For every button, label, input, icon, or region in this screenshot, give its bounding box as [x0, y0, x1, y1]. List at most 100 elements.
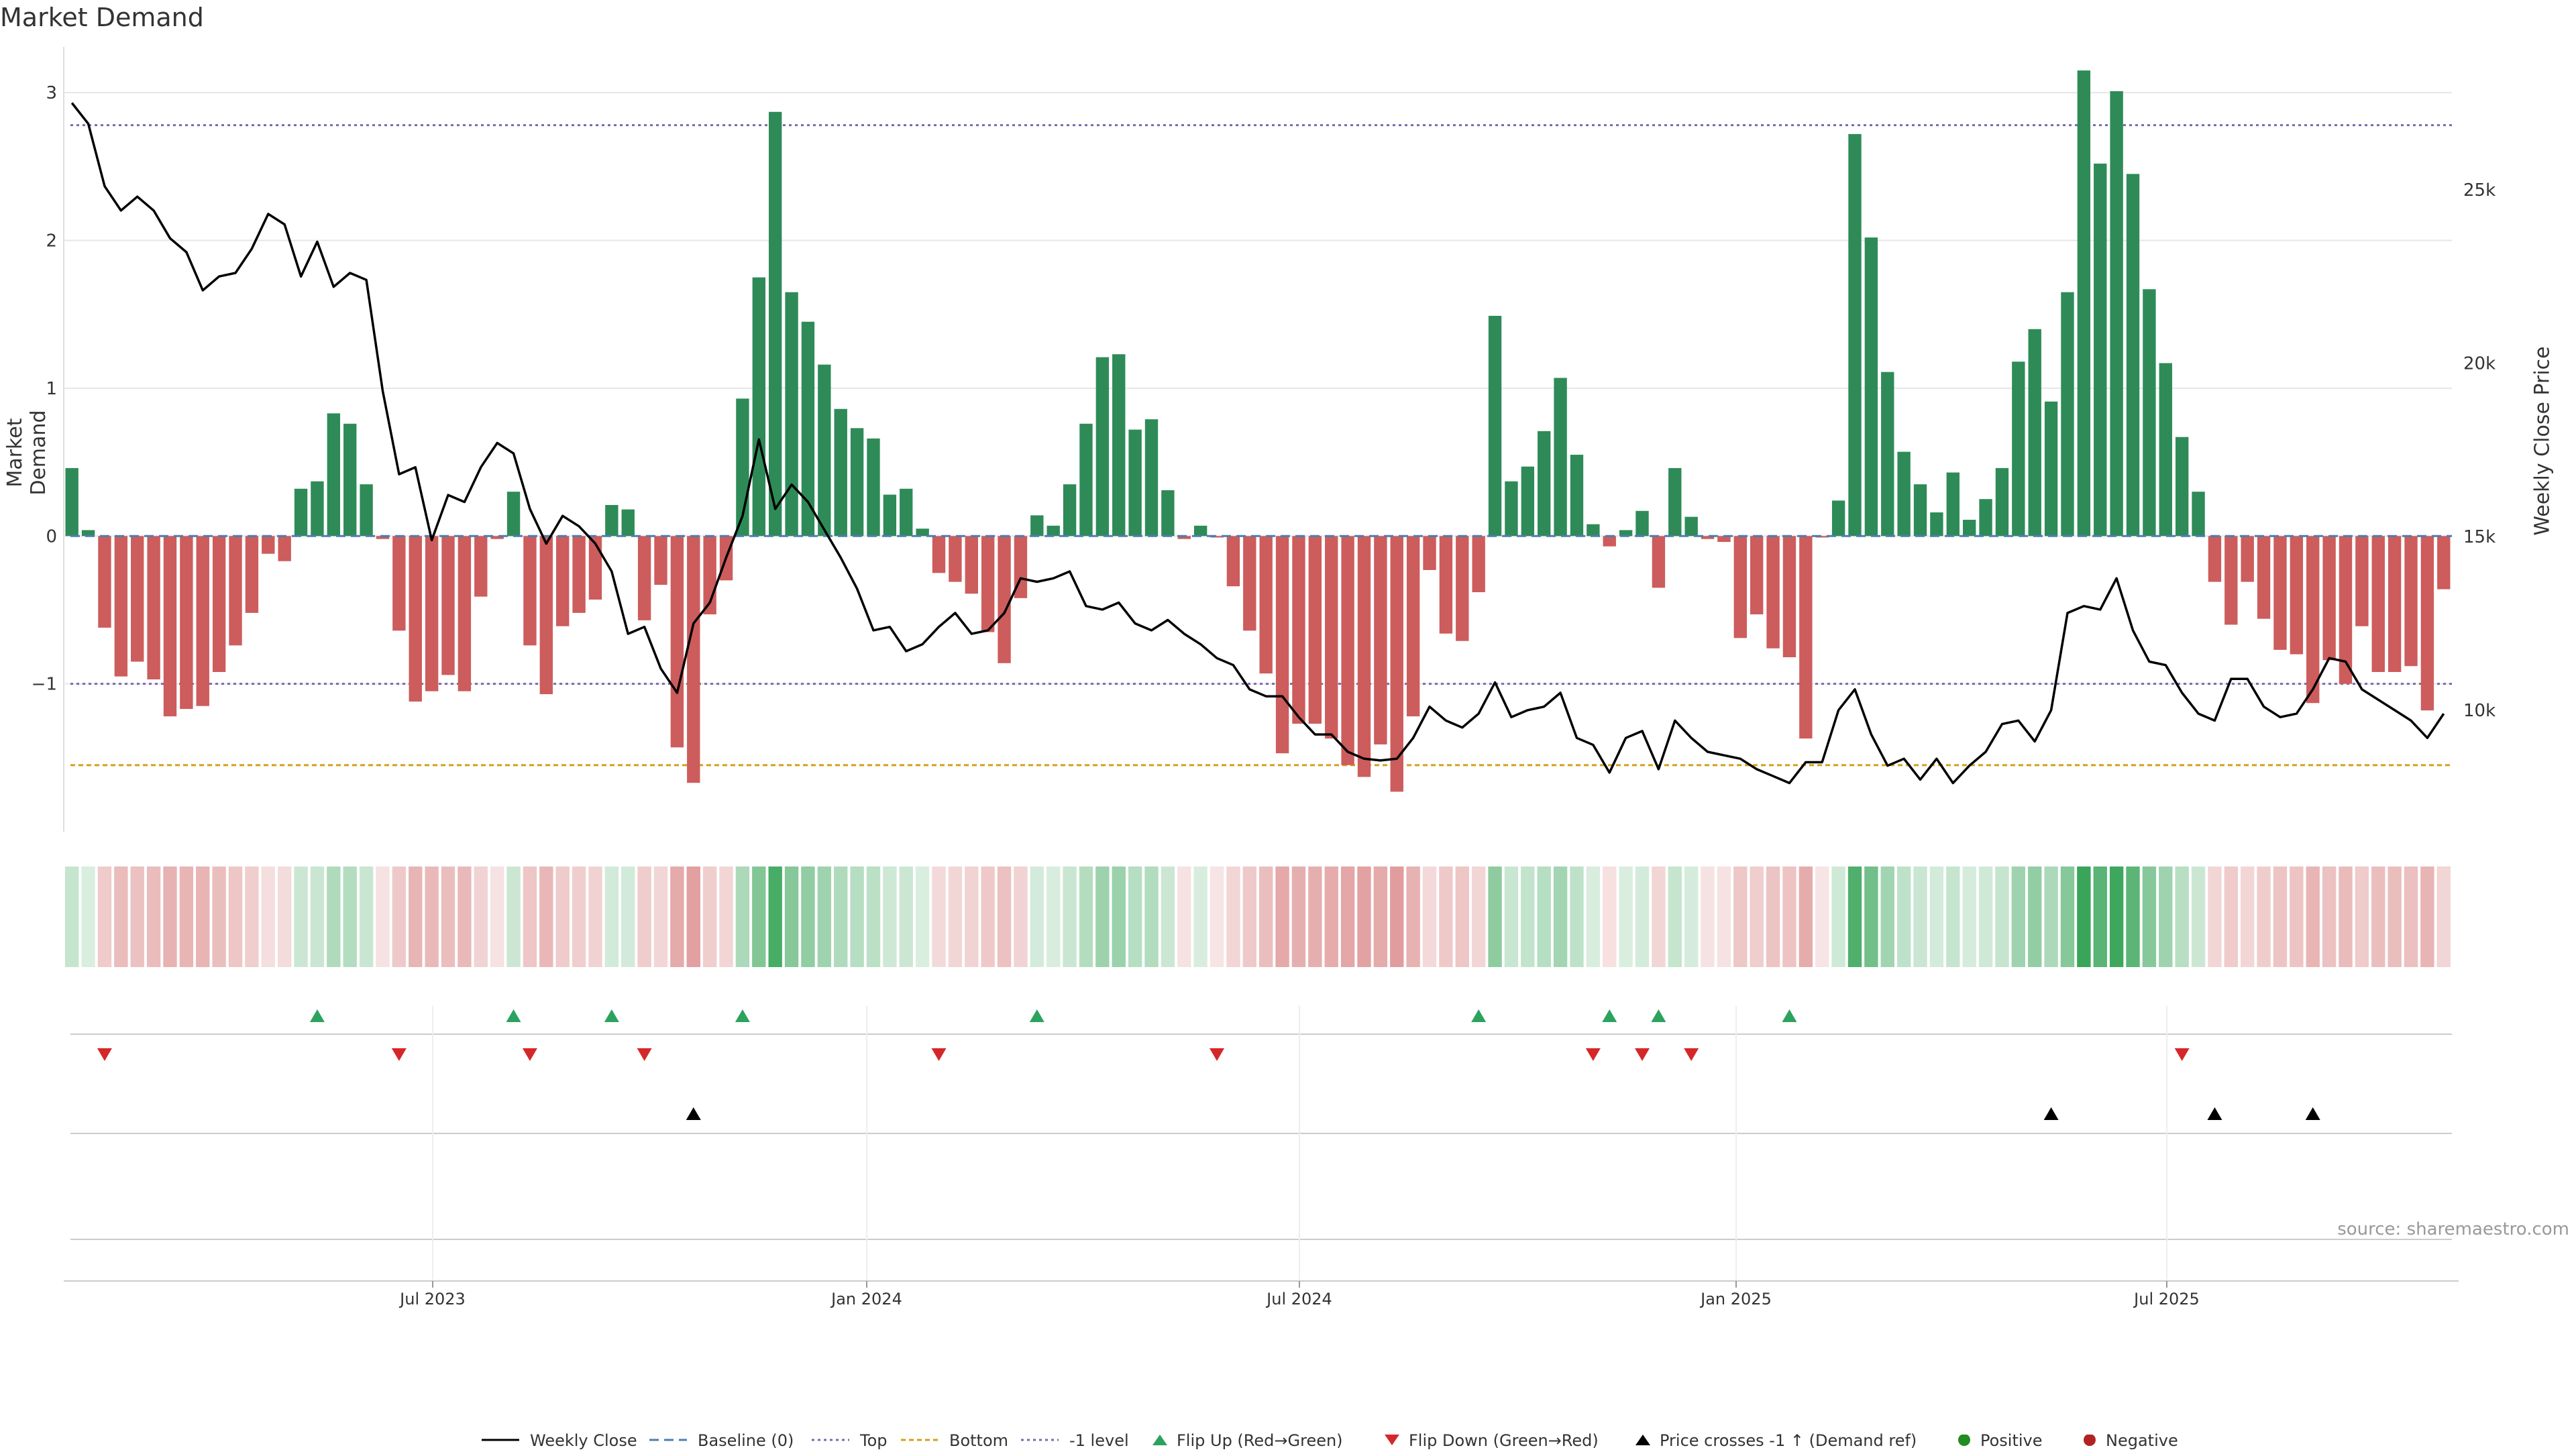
legend-bottom: Bottom [901, 1427, 1008, 1454]
heat-cell [997, 866, 1012, 967]
demand-bar [147, 536, 160, 680]
demand-bar [360, 484, 373, 537]
demand-bar [637, 536, 651, 620]
demand-bar [1962, 520, 1976, 537]
demand-bar [1897, 451, 1911, 537]
demand-bar [1472, 536, 1485, 592]
demand-bar [506, 492, 521, 537]
flip-down-marker [931, 1048, 947, 1061]
demand-bar [2159, 363, 2172, 537]
heat-cell [1864, 866, 1878, 967]
heat-cell [1750, 866, 1764, 967]
demand-bar [2175, 437, 2189, 537]
heat-cell [866, 866, 881, 967]
heat-cell [1455, 866, 1469, 967]
heat-cell [1112, 866, 1126, 967]
heat-cell [2175, 866, 2189, 967]
flip-down-marker [1585, 1048, 1601, 1061]
demand-bar [1193, 525, 1208, 537]
heat-cell [1766, 866, 1780, 967]
demand-bar [1701, 536, 1715, 539]
demand-bar [2420, 536, 2434, 711]
heat-cell [1030, 866, 1044, 967]
legend-label: Negative [2106, 1431, 2178, 1450]
heat-cell [1701, 866, 1715, 967]
heat-cell [376, 866, 390, 967]
demand-bar [834, 408, 847, 537]
demand-bar [1799, 536, 1813, 739]
heat-cell [784, 866, 799, 967]
heat-cell [2371, 866, 2385, 967]
heat-cell [2241, 866, 2255, 967]
y-tick-label: 2 [46, 231, 57, 251]
heat-cell [2159, 866, 2173, 967]
demand-bar [278, 536, 291, 561]
heat-cell [1652, 866, 1666, 967]
heat-cell [2436, 866, 2451, 967]
heat-cell [1603, 866, 1617, 967]
heat-cell [1193, 866, 1208, 967]
demand-bar [196, 536, 209, 706]
heat-cell [2339, 866, 2353, 967]
heat-cell [409, 866, 423, 967]
heat-cell [1046, 866, 1061, 967]
heat-cell [604, 866, 619, 967]
demand-bar [801, 321, 815, 537]
heat-cell [801, 866, 815, 967]
heat-cell [1847, 866, 1862, 967]
heat-cell [752, 866, 766, 967]
weekly-close-line [70, 102, 2445, 785]
demand-bar [1881, 372, 1894, 537]
heat-cell [2404, 866, 2418, 967]
demand-bar [2028, 329, 2041, 537]
heat-cell [2109, 866, 2124, 967]
heat-cell [2420, 866, 2434, 967]
demand-bar [311, 481, 324, 537]
y2-tick-label: 25k [2463, 180, 2496, 201]
flip-down-marker [2174, 1048, 2190, 1061]
demand-bar [1570, 455, 1584, 537]
demand-bar [2241, 536, 2254, 582]
legend-swatch-icon [649, 1439, 687, 1441]
demand-bar [1063, 484, 1077, 537]
demand-bar [556, 536, 570, 626]
demand-bar [949, 536, 962, 582]
demand-bar [1374, 536, 1387, 744]
heat-cell [2044, 866, 2058, 967]
demand-bar [2143, 289, 2156, 537]
legend-swatch-icon [2084, 1435, 2096, 1446]
heat-cell [97, 866, 112, 967]
heat-cell [1537, 866, 1551, 967]
heat-cell [1929, 866, 1944, 967]
demand-bar [1423, 536, 1436, 570]
demand-bar [1946, 472, 1960, 537]
heat-cell [114, 866, 128, 967]
y2-tick-label: 15k [2463, 527, 2496, 547]
legend-label: Bottom [949, 1431, 1009, 1450]
demand-bar [1390, 536, 1403, 792]
heat-cell [1406, 866, 1420, 967]
demand-bar [1635, 510, 1649, 537]
heat-cell [179, 866, 194, 967]
heat-cell [1488, 866, 1502, 967]
heat-cell [948, 866, 963, 967]
demand-bar [2404, 536, 2418, 667]
heat-cell [817, 866, 832, 967]
demand-bar [1554, 378, 1567, 537]
demand-bar [1439, 536, 1453, 634]
heat-cell [441, 866, 455, 967]
heat-cell [932, 866, 946, 967]
heat-cell [1831, 866, 1845, 967]
heat-cell [1570, 866, 1584, 967]
legend-swatch-icon [482, 1439, 519, 1441]
demand-bar [1177, 536, 1191, 539]
heat-cell [899, 866, 913, 967]
heat-cell [146, 866, 161, 967]
demand-bar [2126, 174, 2140, 537]
demand-bar [1668, 467, 1682, 537]
heat-cell [1815, 866, 1829, 967]
heat-cell [637, 866, 651, 967]
demand-bar [850, 428, 864, 537]
heat-cell [1373, 866, 1388, 967]
heat-cell [65, 866, 79, 967]
